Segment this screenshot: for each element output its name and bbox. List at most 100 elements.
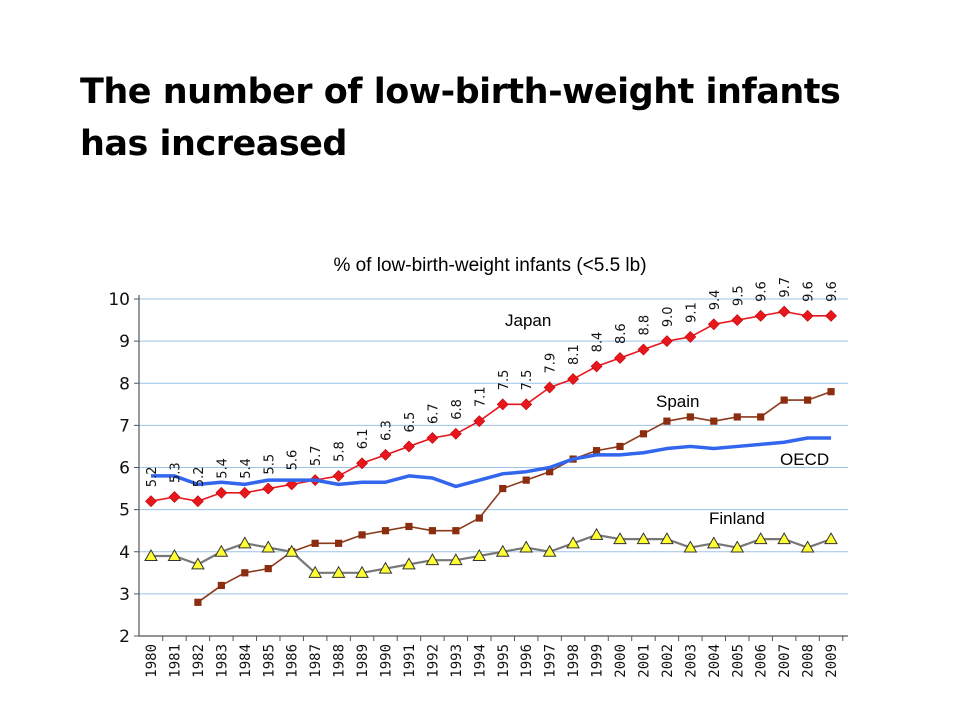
data-point [496, 398, 509, 411]
x-tick-label: 2006 [754, 644, 770, 678]
slide-title: The number of low-birth-weight infants h… [80, 66, 920, 170]
slide-title-line-2: has increased [80, 124, 347, 164]
x-tick-label: 2001 [636, 644, 652, 678]
x-tick-label: 1989 [355, 644, 371, 678]
series-line-oecd [151, 436, 832, 489]
data-point [475, 514, 483, 522]
data-point [753, 532, 768, 545]
chart-title: % of low-birth-weight infants (<5.5 lb) [333, 255, 647, 276]
data-point [731, 314, 744, 326]
x-tick-label: 1995 [496, 644, 512, 678]
x-tick-label: 1988 [332, 644, 348, 678]
data-label: 9.6 [802, 281, 817, 302]
data-point [684, 330, 697, 343]
gridlines [139, 298, 848, 595]
x-tick-label: 2008 [801, 644, 817, 678]
x-tick-label: 2004 [707, 644, 723, 678]
data-point [448, 553, 463, 566]
data-point [217, 581, 225, 590]
x-tick-label: 1980 [144, 644, 160, 678]
data-label: 8.4 [591, 332, 606, 353]
data-point [589, 527, 604, 540]
x-tick-label: 2002 [660, 644, 676, 678]
data-point [754, 309, 767, 322]
data-point [356, 457, 368, 470]
data-point [167, 548, 182, 561]
x-tick-label: 1981 [167, 644, 183, 678]
y-tick-label: 7 [119, 416, 130, 436]
series-group [144, 305, 838, 606]
x-tick-label: 1991 [402, 644, 418, 678]
x-tick-label: 1993 [449, 644, 465, 678]
data-point [592, 447, 601, 455]
x-tick-label: 2009 [824, 644, 840, 678]
data-label: 6.7 [426, 403, 441, 424]
data-label: 9.6 [755, 281, 770, 302]
data-point [590, 360, 603, 373]
data-point [495, 544, 510, 557]
x-tick-label: 2005 [730, 644, 746, 678]
data-point [780, 396, 788, 404]
data-point [378, 561, 393, 574]
data-point [402, 557, 416, 570]
data-point [778, 305, 791, 318]
data-point [403, 440, 415, 453]
series-oecd [151, 436, 832, 489]
data-point [567, 373, 580, 385]
data-point [566, 536, 580, 549]
data-point [546, 468, 554, 476]
series-spain [194, 388, 835, 606]
data-point [215, 486, 228, 499]
data-point [241, 569, 249, 577]
data-point [616, 442, 624, 451]
data-point [425, 553, 440, 566]
data-point [522, 476, 530, 484]
data-point [499, 484, 507, 493]
data-point [379, 448, 392, 461]
y-tick-label: 4 [119, 543, 130, 563]
data-point [707, 318, 720, 331]
data-point [284, 544, 299, 557]
data-point [472, 548, 487, 561]
x-tick-label: 1987 [308, 644, 324, 678]
data-label: 9.7 [778, 277, 793, 298]
data-point [636, 532, 651, 545]
data-point [428, 527, 436, 535]
data-point [800, 540, 815, 553]
data-point [191, 557, 205, 570]
data-point [639, 430, 648, 438]
data-point [194, 598, 202, 606]
data-point [358, 531, 366, 539]
data-label: 9.5 [731, 285, 746, 306]
x-tick-label: 1996 [519, 644, 535, 678]
data-point [332, 470, 345, 482]
data-point [519, 540, 534, 553]
data-point [686, 413, 694, 421]
data-label: 7.1 [473, 386, 488, 407]
data-point [168, 491, 181, 503]
y-tick-label: 8 [119, 374, 130, 394]
data-point [381, 527, 390, 535]
data-point [308, 565, 323, 578]
data-label: 8.8 [637, 315, 652, 336]
data-point [473, 415, 486, 428]
data-point [710, 417, 718, 425]
data-point [262, 482, 275, 495]
data-point [825, 309, 837, 322]
data-point [733, 413, 741, 421]
data-point [214, 544, 229, 557]
x-tick-label: 1997 [543, 644, 559, 678]
data-label: 5.2 [192, 467, 207, 488]
x-tick-label: 1998 [566, 644, 582, 678]
x-tick-label: 1992 [425, 644, 441, 678]
data-point [452, 527, 460, 535]
data-label: 6.8 [450, 399, 465, 420]
x-tick-label: 1982 [191, 644, 207, 678]
data-point [355, 565, 369, 578]
data-label: 9.6 [825, 281, 840, 302]
series-label-japan: Japan [505, 311, 551, 330]
data-label: 7.9 [544, 353, 559, 374]
data-point [405, 522, 413, 531]
series-line-finland [151, 533, 832, 574]
